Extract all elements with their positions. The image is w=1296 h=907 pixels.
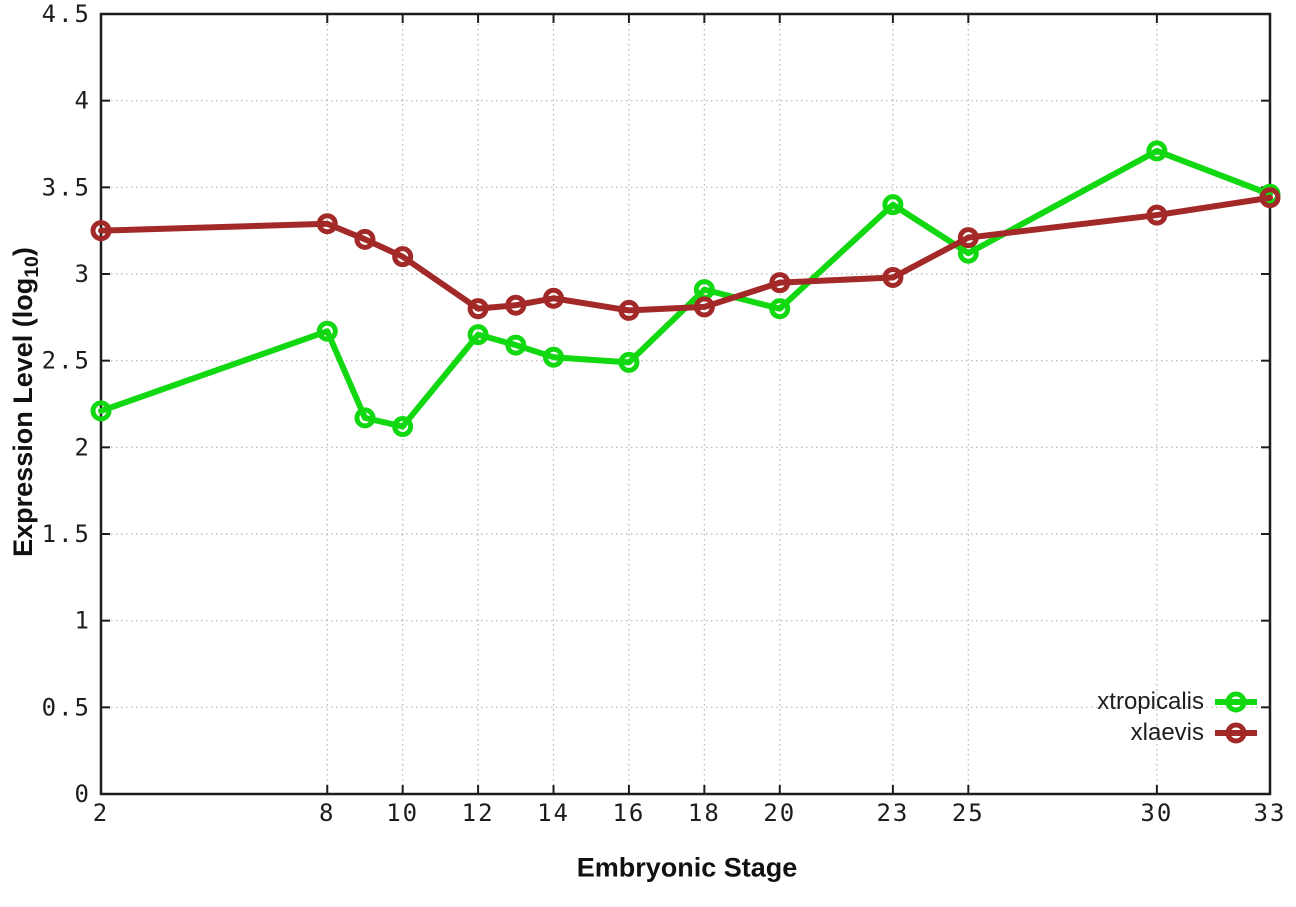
series-line bbox=[98, 194, 1273, 314]
x-tick-label: 16 bbox=[612, 799, 645, 827]
legend-marker-icon bbox=[1215, 722, 1257, 743]
x-axis-title: Embryonic Stage bbox=[576, 852, 798, 883]
data-point-marker bbox=[618, 351, 640, 373]
y-axis-title-text: Expression Level (log bbox=[7, 277, 38, 557]
y-tick-label: 1 bbox=[75, 607, 91, 635]
data-point-marker bbox=[392, 416, 414, 438]
data-point-marker bbox=[505, 294, 527, 316]
data-point-marker bbox=[316, 320, 338, 342]
y-tick-label: 2 bbox=[75, 433, 91, 461]
plot-border bbox=[99, 12, 1272, 796]
data-point-marker bbox=[1146, 140, 1168, 162]
data-point-marker bbox=[618, 299, 640, 321]
legend-entry-xlaevis: xlaevis bbox=[1097, 717, 1258, 748]
data-point-marker bbox=[505, 334, 527, 356]
data-point-marker bbox=[392, 246, 414, 268]
x-tick-labels: 2 8 10 12 14 16 18 20 23 25 30 33 bbox=[93, 799, 1287, 827]
data-point-marker bbox=[769, 272, 791, 294]
x-tick-label: 20 bbox=[763, 799, 796, 827]
y-tick-label: 4 bbox=[75, 87, 91, 115]
data-point-marker bbox=[957, 227, 979, 249]
x-tick-label: 33 bbox=[1254, 799, 1287, 827]
legend-marker-icon bbox=[1215, 691, 1257, 712]
data-point-marker bbox=[1259, 187, 1281, 209]
data-point-marker bbox=[693, 296, 715, 318]
x-tick-label: 30 bbox=[1140, 799, 1173, 827]
x-tick-label: 10 bbox=[386, 799, 419, 827]
legend-entry-xtropicalis: xtropicalis bbox=[1097, 686, 1258, 717]
y-axis-title-subscript: 10 bbox=[21, 256, 44, 278]
y-tick-label: 0.5 bbox=[42, 693, 91, 721]
y-tick-label: 3 bbox=[75, 260, 91, 288]
y-tick-labels: 0 0.5 1 1.5 2 2.5 3 3.5 4 4.5 bbox=[42, 0, 91, 808]
legend-label: xlaevis bbox=[1130, 719, 1204, 746]
data-point-marker bbox=[467, 298, 489, 320]
y-tick-label: 0 bbox=[75, 780, 91, 808]
data-point-marker bbox=[316, 213, 338, 235]
x-tick-label: 14 bbox=[537, 799, 570, 827]
x-tick-label: 8 bbox=[319, 799, 335, 827]
x-tick-label: 23 bbox=[876, 799, 909, 827]
data-point-marker bbox=[354, 407, 376, 429]
legend-label: xtropicalis bbox=[1097, 688, 1204, 715]
legend: xtropicalis xlaevis bbox=[1097, 686, 1258, 748]
y-tick-label: 3.5 bbox=[42, 173, 91, 201]
data-point-marker bbox=[543, 287, 565, 309]
gridlines bbox=[101, 14, 1270, 794]
y-tick-label: 1.5 bbox=[42, 520, 91, 548]
data-point-marker bbox=[90, 220, 112, 242]
y-axis-title: Expression Level (log10) bbox=[8, 247, 44, 557]
series-line bbox=[98, 147, 1273, 430]
x-tick-label: 25 bbox=[952, 799, 985, 827]
x-tick-label: 2 bbox=[93, 799, 109, 827]
axis-ticks bbox=[100, 13, 1271, 795]
data-point-marker bbox=[882, 266, 904, 288]
data-point-marker bbox=[1146, 204, 1168, 226]
x-tick-label: 12 bbox=[462, 799, 495, 827]
data-point-marker bbox=[543, 346, 565, 368]
y-axis-title-suffix: ) bbox=[7, 247, 38, 257]
data-point-marker bbox=[882, 194, 904, 216]
series-xtropicalis bbox=[90, 140, 1281, 438]
data-point-marker bbox=[90, 400, 112, 422]
x-tick-label: 18 bbox=[688, 799, 721, 827]
data-point-marker bbox=[769, 298, 791, 320]
series-xlaevis bbox=[90, 187, 1281, 321]
data-point-marker bbox=[354, 228, 376, 250]
y-tick-label: 4.5 bbox=[42, 0, 91, 28]
y-tick-label: 2.5 bbox=[42, 347, 91, 375]
data-point-marker bbox=[467, 324, 489, 346]
